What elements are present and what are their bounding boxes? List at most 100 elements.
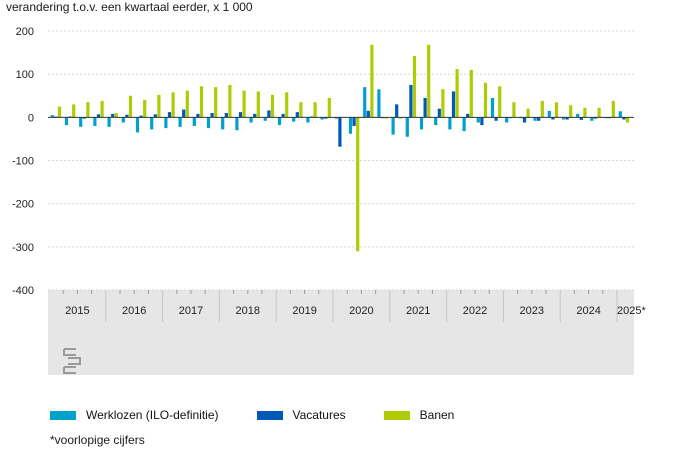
vacatures-bar xyxy=(537,117,541,121)
y-tick-label: 100 xyxy=(16,69,34,81)
werklozen-bar xyxy=(292,117,296,122)
werklozen-bar xyxy=(434,117,438,126)
werklozen-bar xyxy=(79,117,83,127)
legend-item-werklozen[interactable]: Werklozen (ILO-definitie) xyxy=(50,408,219,422)
vacatures-bar xyxy=(253,113,257,118)
y-tick-label: -100 xyxy=(12,156,34,168)
werklozen-bar xyxy=(50,115,54,118)
banen-bar xyxy=(270,94,275,118)
vacatures-bar xyxy=(238,112,243,118)
x-tick-label: 2019 xyxy=(292,305,316,317)
banen-bar xyxy=(469,69,473,118)
banen-bar xyxy=(483,82,488,118)
x-tick-label: 2024 xyxy=(576,305,600,317)
vacatures-bar xyxy=(139,115,143,118)
y-tick-label: 0 xyxy=(28,112,34,124)
vacatures-bar xyxy=(466,113,470,118)
legend-label-banen: Banen xyxy=(419,408,455,422)
banen-bar xyxy=(625,117,630,123)
vacatures-bar xyxy=(565,117,569,120)
vacatures-bar xyxy=(494,117,498,121)
y-tick-label: -300 xyxy=(12,242,34,254)
legend: Werklozen (ILO-definitie) Vacatures Bane… xyxy=(50,408,492,422)
banen-bar xyxy=(597,107,601,118)
vacatures-bar xyxy=(196,113,200,118)
banen-bar xyxy=(441,89,445,118)
vacatures-bar xyxy=(409,84,413,118)
banen-bar xyxy=(57,106,62,118)
werklozen-bar xyxy=(576,113,580,118)
banen-bar xyxy=(356,117,360,252)
werklozen-bar xyxy=(334,117,338,119)
vacatures-bar xyxy=(338,117,342,147)
legend-swatch-banen xyxy=(383,410,410,420)
banen-bar xyxy=(370,44,374,118)
banen-bar xyxy=(228,84,232,118)
axis-band xyxy=(48,290,634,375)
banen-bar xyxy=(114,113,118,118)
banen-bar xyxy=(199,86,204,118)
vacatures-bar xyxy=(267,110,271,118)
werklozen-bar xyxy=(547,110,551,118)
banen-bar xyxy=(327,97,331,118)
werklozen-bar xyxy=(249,117,253,123)
x-tick-label: 2015 xyxy=(65,305,89,317)
banen-bar xyxy=(256,91,260,118)
vacatures-bar xyxy=(551,117,555,120)
vacatures-bar xyxy=(224,113,228,118)
banen-bar xyxy=(128,95,133,118)
vacatures-bar xyxy=(579,117,583,120)
banen-bar xyxy=(554,102,559,118)
chart-title: verandering t.o.v. een kwartaal eerder, … xyxy=(6,0,253,14)
gridlines xyxy=(48,30,634,291)
vacatures-bar xyxy=(153,114,157,118)
legend-item-banen[interactable]: Banen xyxy=(383,408,455,422)
footnote: *voorlopige cijfers xyxy=(50,433,145,447)
werklozen-bar xyxy=(93,117,97,126)
werklozen-bar xyxy=(150,117,154,130)
werklozen-bar xyxy=(164,117,168,129)
werklozen-bar xyxy=(348,117,353,134)
banen-bar xyxy=(171,92,175,118)
y-tick-label: -200 xyxy=(12,199,34,211)
banen-bar xyxy=(72,104,76,118)
werklozen-bar xyxy=(533,117,537,121)
werklozen-bar xyxy=(419,117,424,130)
banen-bar xyxy=(143,100,147,118)
vacatures-bar xyxy=(437,108,441,118)
werklozen-bar xyxy=(64,117,69,126)
vacatures-bar xyxy=(125,114,129,118)
x-tick-label: 2018 xyxy=(236,305,260,317)
werklozen-bar xyxy=(235,117,239,131)
legend-item-vacatures[interactable]: Vacatures xyxy=(256,408,346,422)
banen-bar xyxy=(313,102,317,118)
legend-swatch-werklozen xyxy=(50,410,76,420)
vacatures-bar xyxy=(480,117,484,126)
werklozen-bar xyxy=(391,117,395,135)
banen-bar xyxy=(569,105,573,118)
werklozen-bar xyxy=(505,117,509,123)
legend-swatch-vacatures xyxy=(256,410,283,420)
banen-bar xyxy=(512,102,516,118)
vacatures-bar xyxy=(167,112,172,118)
werklozen-bar xyxy=(121,117,125,123)
x-tick-label: 2025* xyxy=(617,305,646,317)
vacatures-bar xyxy=(96,114,101,118)
bars xyxy=(50,44,630,252)
vacatures-bar xyxy=(324,117,328,119)
banen-bar xyxy=(214,87,218,118)
vacatures-bar xyxy=(82,117,86,119)
banen-bar xyxy=(185,90,189,118)
werklozen-bar xyxy=(405,117,409,137)
werklozen-bar xyxy=(448,117,452,130)
banen-bar xyxy=(412,56,417,118)
x-tick-label: 2022 xyxy=(463,305,487,317)
werklozen-bar xyxy=(135,117,140,133)
werklozen-bar xyxy=(561,117,566,120)
banen-bar xyxy=(540,100,544,118)
legend-label-werklozen: Werklozen (ILO-definitie) xyxy=(86,408,219,422)
banen-bar xyxy=(583,107,587,118)
werklozen-bar xyxy=(107,117,111,127)
banen-bar xyxy=(100,100,104,118)
vacatures-bar xyxy=(111,113,115,118)
